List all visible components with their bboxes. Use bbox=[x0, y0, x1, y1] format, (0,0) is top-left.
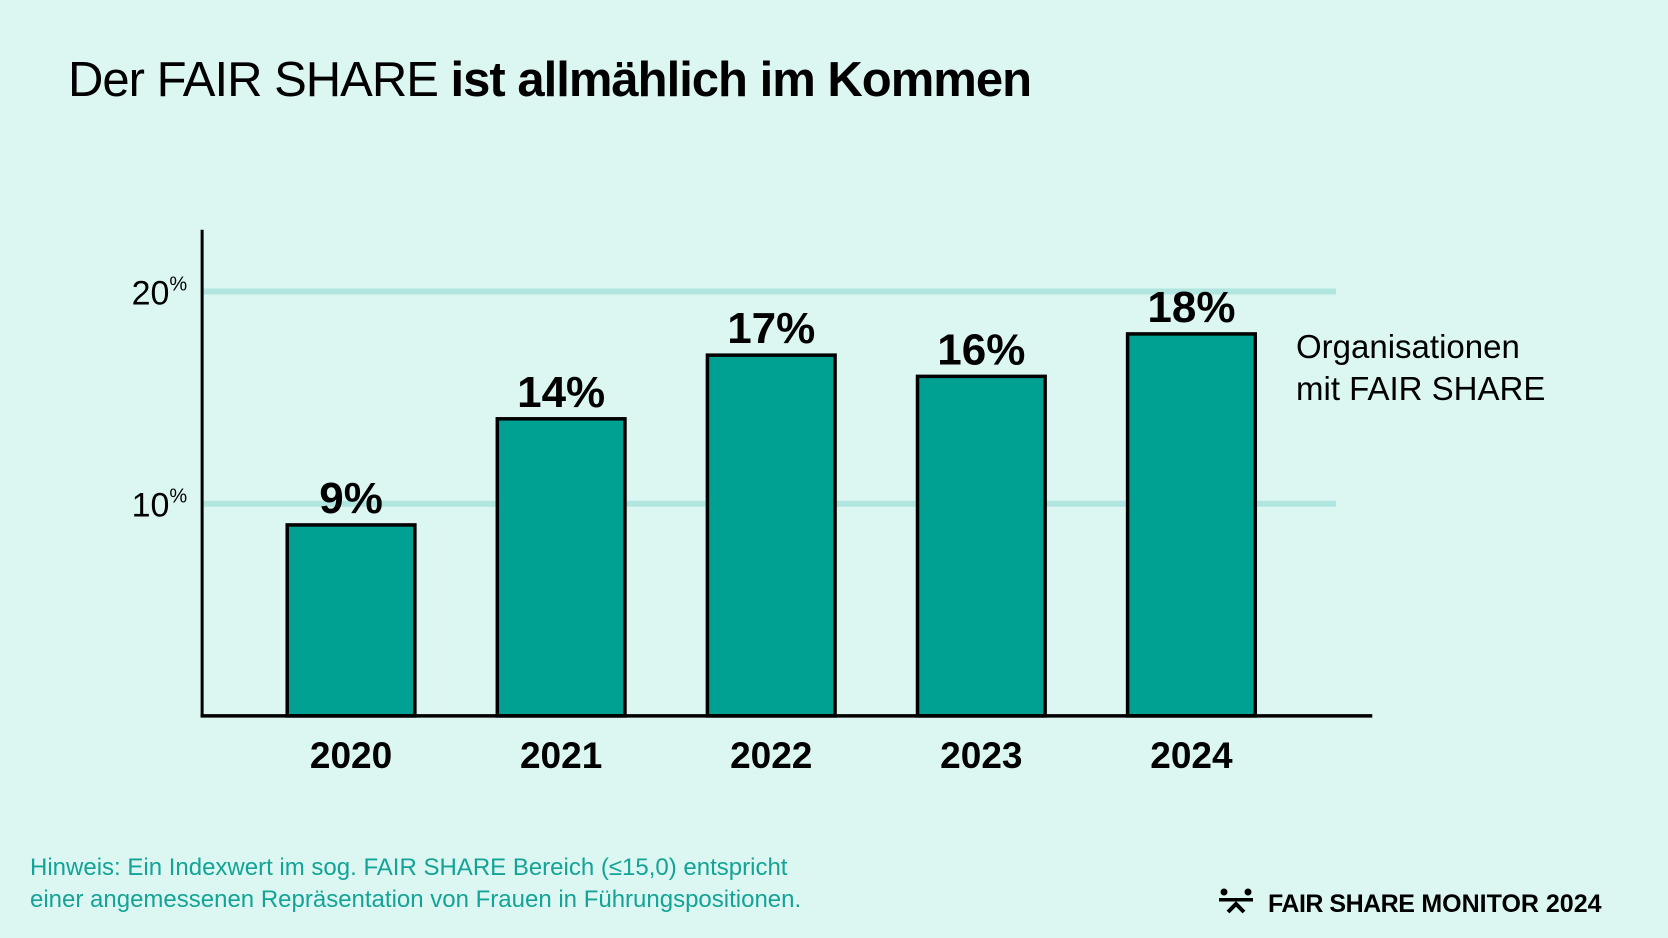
series-label-line2: mit FAIR SHARE bbox=[1296, 370, 1546, 407]
bar-2023 bbox=[915, 374, 1047, 718]
title-light: Der FAIR SHARE bbox=[68, 53, 439, 107]
title-bold: ist allmählich im Kommen bbox=[450, 53, 1032, 107]
x-tick-label-2020: 2020 bbox=[310, 735, 392, 776]
data-label-2023: 16% bbox=[937, 325, 1025, 374]
x-tick-label-2024: 2024 bbox=[1150, 735, 1233, 776]
series-label-line1: Organisationen bbox=[1296, 328, 1520, 365]
footnote-line1: Hinweis: Ein Indexwert im sog. FAIR SHAR… bbox=[30, 854, 788, 881]
y-tick-labels: 10% 20% bbox=[132, 273, 188, 524]
fair-share-logo-icon bbox=[1218, 888, 1254, 921]
data-label-2020: 9% bbox=[319, 474, 383, 523]
brand-name: FAIR SHARE bbox=[1268, 890, 1415, 918]
y-tick-label: 10% bbox=[132, 486, 188, 525]
y-tick-label: 20% bbox=[132, 273, 188, 312]
data-labels: 9% 14% 17% 16% 18% bbox=[319, 283, 1235, 523]
bars bbox=[285, 332, 1258, 718]
x-tick-label-2022: 2022 bbox=[730, 735, 812, 776]
bar-2022 bbox=[705, 353, 837, 718]
data-label-2021: 14% bbox=[517, 368, 605, 417]
footnote-line2: einer angemessenen Repräsentation von Fr… bbox=[30, 886, 802, 913]
x-tick-labels: 2020 2021 2022 2023 2024 bbox=[310, 735, 1233, 776]
chart-title: Der FAIR SHARE ist allmählich im Kommen bbox=[68, 52, 1032, 108]
brand-logo: FAIR SHARE MONITOR 2024 bbox=[1218, 888, 1602, 921]
data-label-2022: 17% bbox=[727, 304, 815, 353]
x-tick-label-2023: 2023 bbox=[940, 735, 1022, 776]
bar-2021 bbox=[495, 417, 627, 718]
bar-2024 bbox=[1125, 332, 1258, 718]
x-tick-label-2021: 2021 bbox=[520, 735, 602, 776]
series-label: Organisationen mit FAIR SHARE bbox=[1296, 326, 1545, 410]
data-label-2024: 18% bbox=[1147, 283, 1235, 332]
brand-monitor: MONITOR 2024 bbox=[1421, 890, 1602, 918]
bar-2020 bbox=[285, 523, 417, 718]
footnote: Hinweis: Ein Indexwert im sog. FAIR SHAR… bbox=[30, 852, 801, 916]
